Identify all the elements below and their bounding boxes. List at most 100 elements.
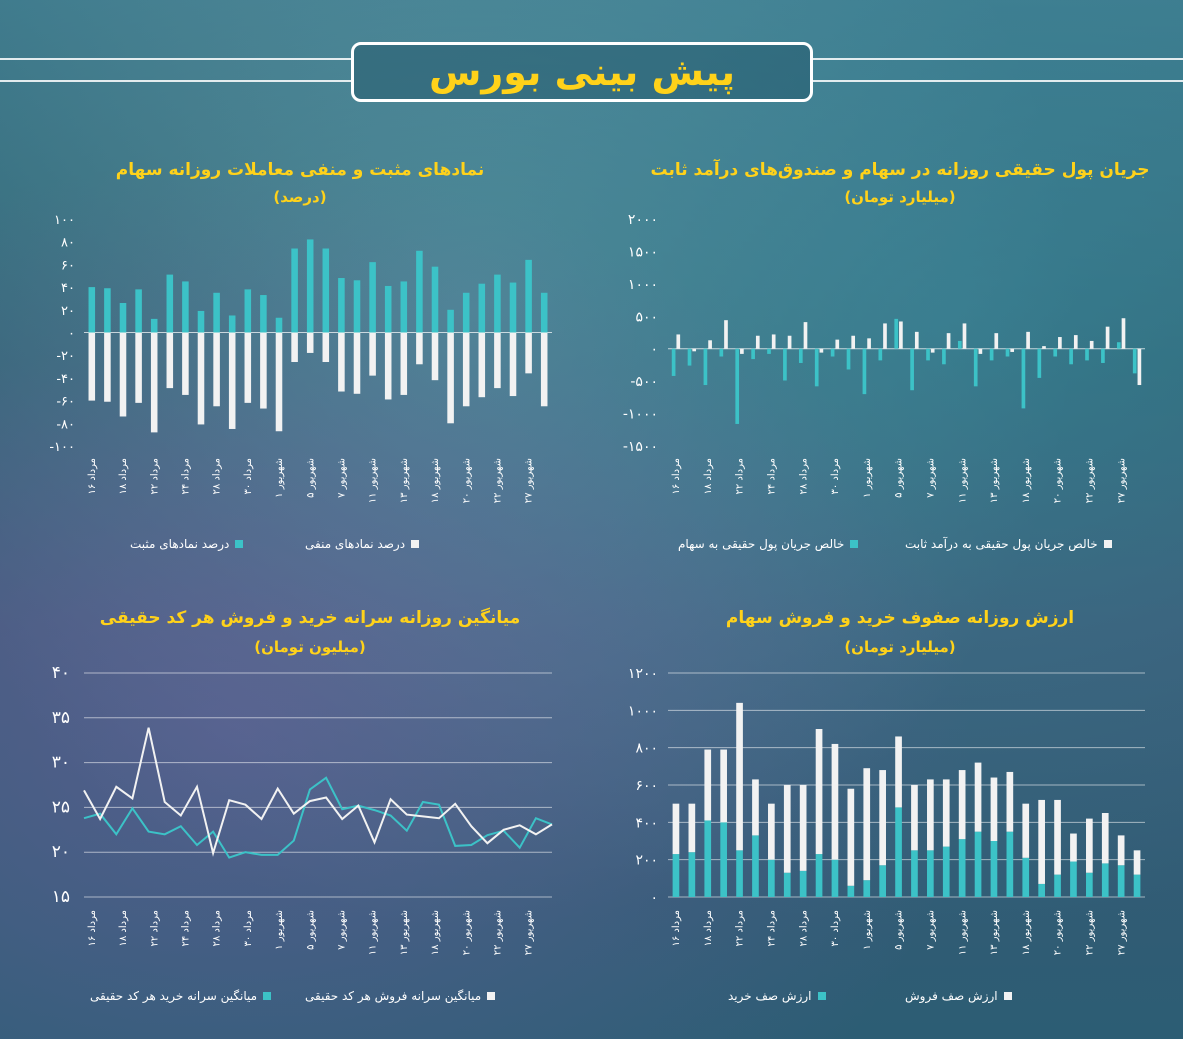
pos-neg-bar-0 — [197, 310, 205, 333]
y-tick-label: ۰ — [650, 890, 658, 906]
x-tick-label: ۱ شهریور — [862, 910, 873, 950]
y-tick-label: ۲۵ — [52, 797, 70, 817]
x-tick-label: ۱۱ شهریور — [368, 458, 379, 503]
x-tick-label: ۱۳ شهریور — [399, 458, 410, 503]
queues-bar-buy — [1022, 857, 1030, 897]
pos-neg-bar-0 — [525, 259, 532, 333]
pos-neg-bar-1 — [416, 332, 423, 365]
x-tick-label: ۲۴ مرداد — [767, 910, 778, 946]
money-flow-bar-0 — [894, 318, 899, 349]
pos-neg-bar-1 — [135, 332, 142, 403]
chart-subtitle-money-flow: (میلیارد تومان) — [844, 188, 956, 206]
pos-neg-bar-1 — [166, 332, 174, 389]
queues-bar-sell — [974, 762, 982, 832]
queues-bar-buy — [1133, 874, 1141, 897]
y-tick-label: -۱۰۰ — [49, 440, 75, 455]
x-tick-label: ۲۴ مرداد — [181, 910, 192, 946]
y-tick-label: -۱۵۰۰ — [623, 439, 658, 455]
money-flow-bar-1 — [946, 333, 951, 349]
legend-swatch-negative — [411, 540, 420, 548]
x-tick-label: ۲۲ شهریور — [493, 910, 504, 955]
pos-neg-bar-1 — [462, 332, 470, 407]
pos-neg-bar-0 — [447, 309, 454, 333]
money-flow-bar-0 — [862, 348, 867, 395]
queues-bar-buy — [752, 835, 759, 897]
x-tick-label: ۱۱ شهریور — [957, 458, 968, 503]
header-line-left-bottom — [0, 80, 352, 82]
queues-bar-sell — [990, 777, 998, 841]
x-tick-label: ۵ شهریور — [894, 458, 905, 498]
pos-neg-bar-1 — [322, 332, 330, 363]
queues-bar-buy — [879, 865, 886, 897]
pos-neg-bar-1 — [291, 332, 298, 363]
money-flow-bar-0 — [1132, 348, 1137, 374]
queues-bar-sell — [863, 768, 871, 881]
money-flow-bar-1 — [771, 334, 776, 349]
queues-bar-sell — [1101, 813, 1109, 864]
money-flow-bar-0 — [798, 348, 803, 363]
y-tick-label: ۴۰ — [61, 281, 75, 296]
queues-bar-sell — [879, 770, 886, 866]
page-title-banner: پیش بینی بورس — [351, 42, 813, 102]
pos-neg-bar-0 — [275, 317, 283, 333]
queues-bar-buy — [895, 807, 902, 897]
pos-neg-bar-1 — [400, 332, 408, 395]
queues-bar-sell — [927, 779, 934, 851]
money-flow-bar-0 — [767, 348, 771, 354]
y-tick-label: ۱۰۰ — [54, 213, 75, 228]
x-tick-label: ۲۸ مرداد — [212, 458, 223, 494]
pos-neg-bar-1 — [384, 332, 392, 400]
queues-bar-buy — [1070, 861, 1077, 897]
pos-neg-bar-0 — [182, 281, 189, 333]
legend-label-flow-fixed: خالص جریان پول حقیقی به درآمد ثابت — [905, 537, 1098, 551]
y-tick-label: ۲۰۰ — [635, 853, 658, 869]
pos-neg-bar-0 — [400, 281, 408, 333]
pos-neg-bar-1 — [494, 332, 501, 389]
pos-neg-bar-0 — [119, 302, 127, 333]
queues-bar-buy — [1054, 874, 1061, 897]
x-tick-label: ۲۲ مرداد — [149, 910, 160, 946]
y-tick-label: ۵۰۰ — [635, 309, 658, 325]
pos-neg-bar-0 — [104, 288, 111, 333]
pos-neg-bar-0 — [88, 287, 96, 333]
money-flow-bar-1 — [708, 340, 712, 349]
y-tick-label: ۲۰۰۰ — [628, 212, 658, 228]
x-tick-label: ۲۸ مرداد — [212, 910, 223, 946]
legend-swatch-sell-per-capita — [487, 992, 496, 1000]
header-line-right-top — [812, 58, 1183, 60]
money-flow-bar-1 — [835, 339, 840, 349]
x-tick-label: ۱۳ شهریور — [399, 910, 410, 955]
y-tick-label: -۵۰۰ — [630, 374, 658, 390]
x-tick-label: ۲۲ مرداد — [735, 910, 746, 946]
queues-bar-buy — [927, 850, 934, 897]
queues-bar-sell — [752, 779, 759, 836]
legend-swatch-buy-per-capita — [263, 992, 272, 1000]
pos-neg-bar-1 — [275, 332, 283, 432]
legend-label-negative: درصد نمادهای منفی — [305, 537, 406, 551]
legend-label-flow-stocks: خالص جریان پول حقیقی به سهام — [678, 537, 845, 551]
y-tick-label: ۱۰۰۰ — [628, 703, 658, 719]
money-flow-bar-0 — [687, 348, 692, 366]
legend-buy-per-capita: میانگین سرانه خرید هر کد حقیقی — [90, 989, 272, 1003]
money-flow-bar-0 — [671, 348, 676, 376]
x-tick-label: ۲۲ شهریور — [1085, 458, 1096, 503]
pos-neg-bar-0 — [509, 282, 517, 333]
series-line-sell — [83, 727, 553, 857]
x-tick-label: ۳۰ مرداد — [243, 458, 254, 494]
y-tick-label: ۳۵ — [52, 708, 70, 728]
x-tick-label: ۱۸ شهریور — [1021, 458, 1032, 503]
queues-bar-buy — [1006, 831, 1014, 897]
pos-neg-bar-0 — [244, 289, 252, 333]
pos-neg-bar-1 — [431, 332, 439, 381]
queues-bar-buy — [958, 839, 966, 897]
pos-neg-bar-1 — [197, 332, 205, 425]
x-tick-label: ۲۷ شهریور — [1116, 458, 1127, 503]
money-flow-bar-1 — [1073, 335, 1078, 349]
pos-neg-bar-1 — [540, 332, 548, 407]
money-flow-bar-1 — [867, 338, 871, 349]
queues-bar-buy — [1086, 872, 1093, 897]
money-flow-bar-1 — [740, 348, 744, 354]
money-flow-bar-0 — [926, 348, 930, 361]
queues-bar-buy — [911, 850, 918, 897]
y-tick-label: ۴۰ — [52, 663, 70, 683]
